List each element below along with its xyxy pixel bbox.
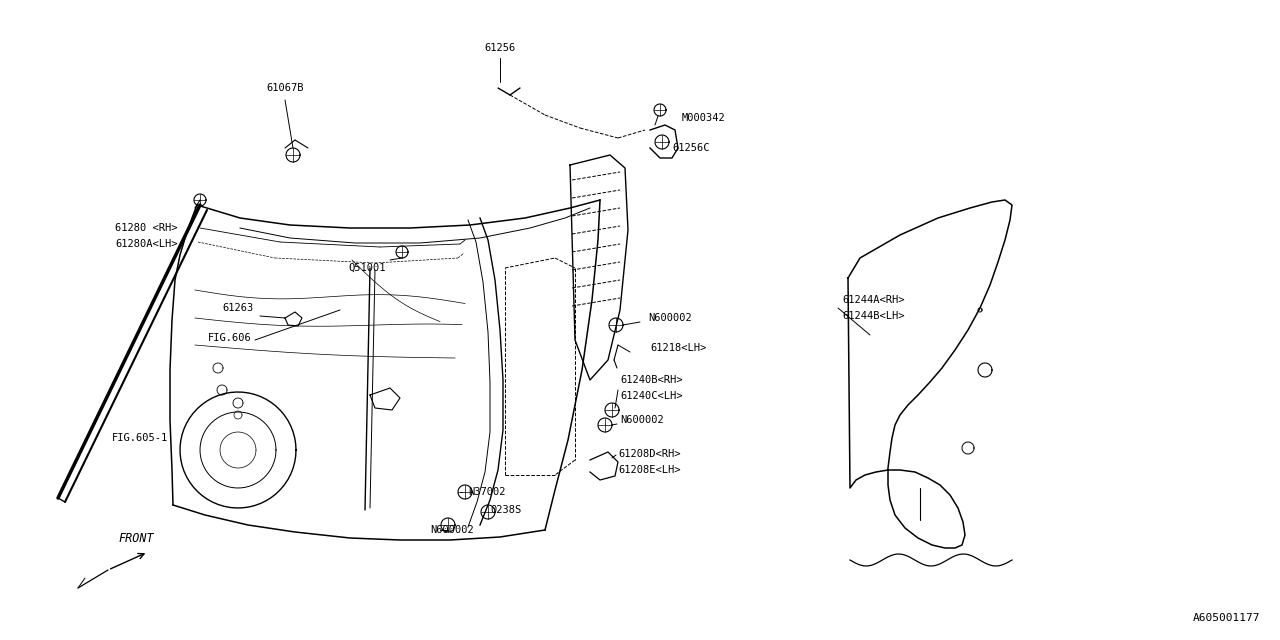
Text: FIG.606: FIG.606 <box>207 333 252 343</box>
Text: 61240C<LH>: 61240C<LH> <box>620 391 682 401</box>
Text: 61280A<LH>: 61280A<LH> <box>115 239 178 249</box>
Text: 0238S: 0238S <box>490 505 521 515</box>
Text: N37002: N37002 <box>468 487 506 497</box>
Text: 61067B: 61067B <box>266 83 303 93</box>
Text: Q51001: Q51001 <box>348 263 385 273</box>
Text: 61280 <RH>: 61280 <RH> <box>115 223 178 233</box>
Text: FRONT: FRONT <box>118 531 154 545</box>
Text: 61244A<RH>: 61244A<RH> <box>842 295 905 305</box>
Text: N600002: N600002 <box>620 415 664 425</box>
Text: 61218<LH>: 61218<LH> <box>650 343 707 353</box>
Text: 61240B<RH>: 61240B<RH> <box>620 375 682 385</box>
Text: FIG.605-1: FIG.605-1 <box>113 433 168 443</box>
Text: 61263: 61263 <box>221 303 253 313</box>
Text: 61208D<RH>: 61208D<RH> <box>618 449 681 459</box>
Text: A605001177: A605001177 <box>1193 613 1260 623</box>
Text: 61244B<LH>: 61244B<LH> <box>842 311 905 321</box>
Text: 61208E<LH>: 61208E<LH> <box>618 465 681 475</box>
Text: 61256: 61256 <box>484 43 516 53</box>
Text: N600002: N600002 <box>648 313 691 323</box>
Text: N600002: N600002 <box>430 525 474 535</box>
Text: M000342: M000342 <box>682 113 726 123</box>
Text: 61256C: 61256C <box>672 143 709 153</box>
